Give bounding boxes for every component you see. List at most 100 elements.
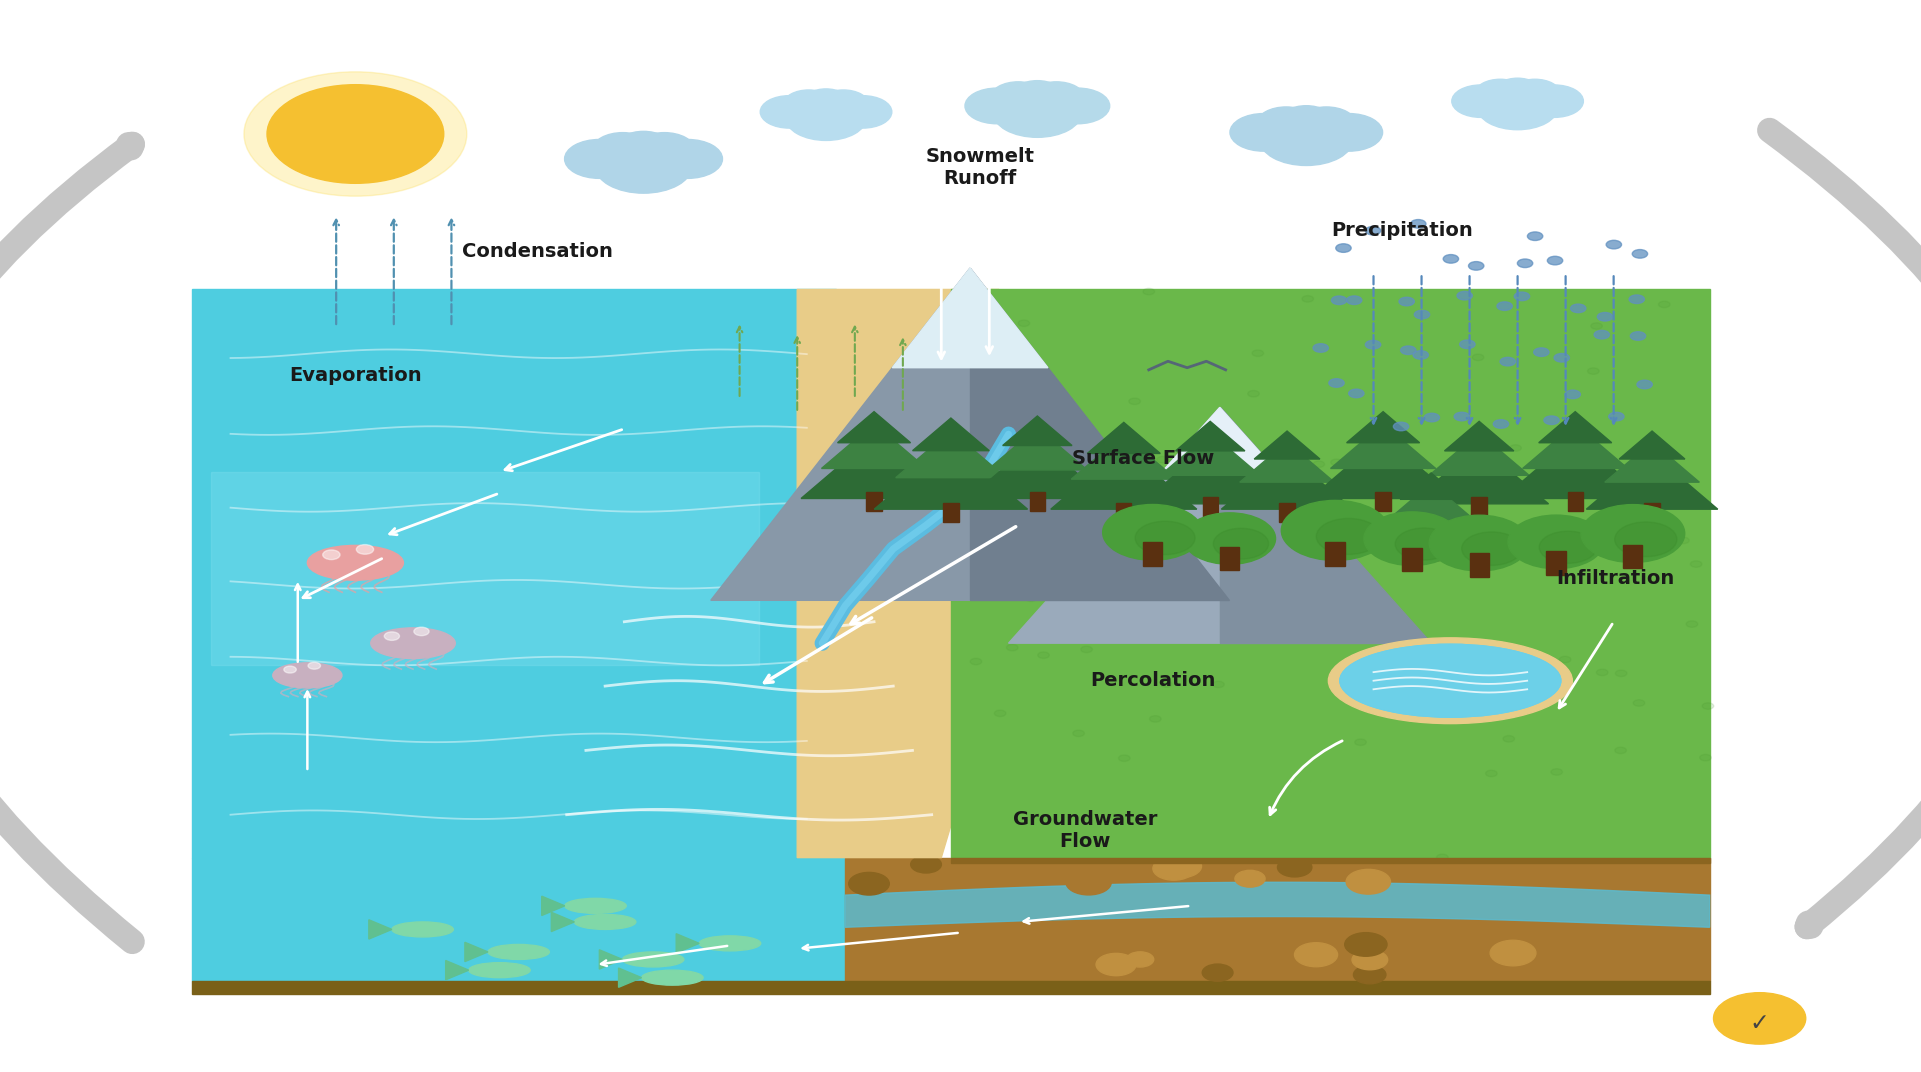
- Circle shape: [1112, 450, 1124, 457]
- Circle shape: [1410, 220, 1425, 228]
- Bar: [1325, 542, 1345, 566]
- Circle shape: [1368, 625, 1379, 631]
- Circle shape: [1398, 297, 1414, 306]
- Circle shape: [1475, 79, 1525, 107]
- Polygon shape: [1387, 483, 1475, 521]
- Polygon shape: [891, 268, 1049, 368]
- Polygon shape: [1619, 431, 1685, 459]
- Circle shape: [1550, 769, 1562, 775]
- Polygon shape: [542, 896, 565, 915]
- Text: Precipitation: Precipitation: [1331, 221, 1473, 240]
- Circle shape: [1616, 747, 1627, 754]
- Circle shape: [1581, 505, 1685, 563]
- Circle shape: [1395, 527, 1452, 560]
- Polygon shape: [1400, 473, 1462, 500]
- Polygon shape: [845, 858, 1710, 981]
- Circle shape: [1690, 561, 1702, 567]
- Circle shape: [1030, 81, 1083, 113]
- Polygon shape: [1445, 421, 1514, 451]
- Circle shape: [1629, 295, 1644, 303]
- Circle shape: [959, 574, 970, 580]
- Circle shape: [1352, 950, 1387, 970]
- Polygon shape: [551, 912, 574, 932]
- Circle shape: [1460, 340, 1475, 348]
- Circle shape: [1702, 703, 1714, 710]
- Circle shape: [1314, 344, 1329, 353]
- Circle shape: [1252, 349, 1264, 356]
- Circle shape: [1452, 85, 1510, 117]
- Bar: [1116, 503, 1131, 522]
- FancyArrowPatch shape: [1769, 131, 1921, 927]
- Polygon shape: [968, 440, 1106, 498]
- Circle shape: [1518, 259, 1533, 268]
- Circle shape: [413, 627, 428, 636]
- Text: Condensation: Condensation: [463, 242, 613, 262]
- Circle shape: [1443, 254, 1458, 263]
- Circle shape: [784, 90, 834, 118]
- Circle shape: [1366, 340, 1381, 348]
- Circle shape: [1156, 457, 1168, 463]
- Bar: [943, 503, 959, 522]
- Circle shape: [1126, 952, 1155, 967]
- Circle shape: [1385, 643, 1397, 650]
- Circle shape: [1037, 652, 1049, 658]
- Circle shape: [1143, 288, 1155, 295]
- Circle shape: [911, 855, 941, 873]
- Circle shape: [1400, 346, 1416, 355]
- Polygon shape: [838, 412, 911, 443]
- Ellipse shape: [642, 970, 703, 985]
- Ellipse shape: [371, 628, 455, 658]
- Polygon shape: [1220, 407, 1431, 643]
- Circle shape: [1130, 398, 1141, 404]
- Circle shape: [1214, 528, 1268, 560]
- Polygon shape: [1156, 407, 1283, 478]
- Circle shape: [1354, 966, 1385, 984]
- Circle shape: [1591, 323, 1602, 329]
- Polygon shape: [1239, 442, 1335, 482]
- Polygon shape: [1539, 412, 1612, 443]
- Circle shape: [1281, 501, 1389, 561]
- Circle shape: [1700, 755, 1712, 761]
- Circle shape: [357, 545, 375, 554]
- Ellipse shape: [273, 662, 342, 688]
- Circle shape: [307, 662, 321, 669]
- Bar: [1375, 492, 1391, 511]
- Circle shape: [1012, 80, 1062, 108]
- Circle shape: [1539, 531, 1596, 564]
- Circle shape: [1541, 474, 1552, 480]
- Circle shape: [1179, 546, 1191, 552]
- Circle shape: [244, 72, 467, 196]
- Circle shape: [1082, 646, 1093, 653]
- Circle shape: [1249, 390, 1260, 397]
- Circle shape: [964, 88, 1030, 123]
- Circle shape: [1462, 532, 1521, 565]
- Circle shape: [1468, 262, 1483, 270]
- Circle shape: [1070, 551, 1082, 557]
- Circle shape: [1072, 730, 1083, 736]
- Circle shape: [897, 857, 939, 880]
- Polygon shape: [1347, 412, 1420, 443]
- Text: Infiltration: Infiltration: [1556, 569, 1675, 589]
- Polygon shape: [1222, 453, 1352, 509]
- Circle shape: [1051, 511, 1062, 518]
- Circle shape: [1533, 348, 1548, 357]
- Polygon shape: [192, 289, 836, 858]
- Ellipse shape: [488, 944, 549, 959]
- Polygon shape: [1410, 445, 1548, 504]
- Polygon shape: [192, 981, 1710, 994]
- Circle shape: [1347, 869, 1391, 894]
- Circle shape: [1229, 114, 1297, 151]
- Polygon shape: [1604, 442, 1700, 482]
- Polygon shape: [845, 882, 1710, 927]
- Bar: [1279, 503, 1295, 522]
- Circle shape: [1347, 296, 1362, 304]
- Polygon shape: [874, 444, 1028, 509]
- Polygon shape: [1523, 423, 1627, 468]
- Circle shape: [1510, 79, 1560, 107]
- Circle shape: [1496, 302, 1512, 311]
- Circle shape: [1349, 600, 1360, 607]
- Text: ✓: ✓: [1750, 1011, 1769, 1034]
- Circle shape: [1183, 512, 1276, 564]
- Circle shape: [1554, 354, 1569, 362]
- Circle shape: [786, 95, 866, 140]
